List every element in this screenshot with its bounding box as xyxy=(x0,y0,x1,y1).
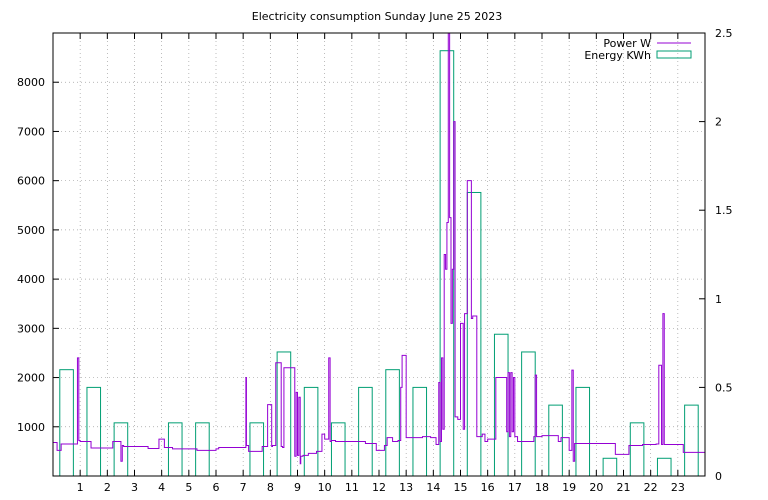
energy-bar xyxy=(249,422,265,477)
y-left-tick-label: 8000 xyxy=(17,76,45,89)
power-line xyxy=(53,32,705,465)
x-tick-label: 19 xyxy=(562,481,576,494)
energy-bar xyxy=(412,386,428,477)
energy-bar xyxy=(195,422,210,477)
energy-series xyxy=(59,50,699,477)
energy-bar xyxy=(330,422,346,477)
legend: Power W Energy KWh xyxy=(584,37,692,62)
energy-bar xyxy=(684,404,699,477)
y-left-tick-label: 6000 xyxy=(17,175,45,188)
x-axis: 1 2 3 4 5 6 7 8 9 10 11 12 13 14 15 16 17 18 19 20 21 22 23 xyxy=(77,33,685,494)
legend-label-energy: Energy KWh xyxy=(584,49,651,62)
grid xyxy=(53,33,705,476)
x-tick-label: 22 xyxy=(644,481,658,494)
x-tick-label: 14 xyxy=(426,481,440,494)
energy-bar xyxy=(86,386,102,477)
energy-bar xyxy=(358,386,373,477)
energy-bar xyxy=(59,369,74,477)
x-tick-label: 23 xyxy=(671,481,685,494)
x-tick-label: 8 xyxy=(267,481,274,494)
x-tick-label: 3 xyxy=(131,481,138,494)
energy-bar xyxy=(521,351,536,477)
x-tick-label: 10 xyxy=(318,481,332,494)
y-left-tick-label: 2000 xyxy=(17,372,45,385)
power-series xyxy=(53,32,705,465)
x-tick-label: 1 xyxy=(77,481,84,494)
y-left-tick-label: 5000 xyxy=(17,224,45,237)
chart-title: Electricity consumption Sunday June 25 2… xyxy=(252,10,502,23)
x-tick-label: 4 xyxy=(158,481,165,494)
x-tick-label: 20 xyxy=(589,481,603,494)
x-tick-label: 6 xyxy=(213,481,220,494)
x-tick-label: 5 xyxy=(185,481,192,494)
y-right-tick-label: 1.5 xyxy=(715,204,733,217)
y-right-tick-label: 2 xyxy=(715,116,722,129)
energy-bar xyxy=(575,386,591,477)
energy-bar xyxy=(466,191,482,477)
y-right-tick-label: 0.5 xyxy=(715,381,733,394)
x-tick-label: 15 xyxy=(454,481,468,494)
x-tick-label: 13 xyxy=(399,481,413,494)
x-tick-label: 12 xyxy=(372,481,386,494)
x-tick-label: 11 xyxy=(345,481,359,494)
y-right-tick-label: 2.5 xyxy=(715,27,733,40)
x-tick-label: 9 xyxy=(294,481,301,494)
energy-bar xyxy=(656,457,672,477)
y-axis-right: 0 0.5 1 1.5 2 2.5 xyxy=(699,27,733,483)
x-tick-label: 18 xyxy=(535,481,549,494)
x-tick-label: 21 xyxy=(617,481,631,494)
y-right-tick-label: 1 xyxy=(715,293,722,306)
x-tick-label: 7 xyxy=(240,481,247,494)
y-left-tick-label: 4000 xyxy=(17,273,45,286)
legend-label-power: Power W xyxy=(603,37,651,50)
energy-bar xyxy=(385,369,400,477)
x-tick-label: 17 xyxy=(508,481,522,494)
y-axis-left: 1000 2000 3000 4000 5000 6000 7000 8000 xyxy=(17,76,59,434)
energy-bar xyxy=(493,333,509,477)
x-tick-label: 16 xyxy=(481,481,495,494)
energy-bar xyxy=(629,422,645,477)
energy-bar xyxy=(548,404,563,477)
energy-bar xyxy=(303,386,319,477)
y-left-tick-label: 7000 xyxy=(17,125,45,138)
y-left-tick-label: 1000 xyxy=(17,421,45,434)
y-right-tick-label: 0 xyxy=(715,470,722,483)
legend-swatch-energy xyxy=(656,50,692,59)
y-left-tick-label: 3000 xyxy=(17,322,45,335)
energy-bar xyxy=(602,457,618,477)
x-tick-label: 2 xyxy=(104,481,111,494)
